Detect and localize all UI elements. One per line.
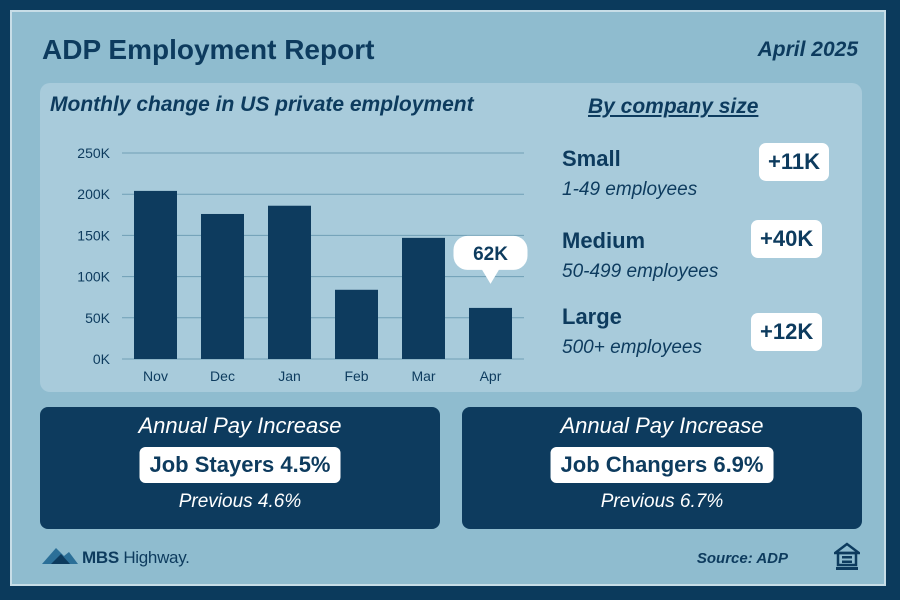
company-size-title: By company size [588,95,759,118]
source-note: Source: ADP [696,550,788,567]
x-tick-label: Feb [344,368,368,384]
y-tick-label: 50K [85,310,111,326]
page-title: ADP Employment Report [42,34,375,65]
pay-changers-previous: Previous 6.7% [600,491,724,512]
pay-changers-value: Job Changers 6.9% [550,447,774,483]
bar-nov [134,190,177,359]
size-large-badge: +12K [751,313,823,351]
y-tick-label: 250K [77,145,110,161]
pay-stayers-label: Annual Pay Increase [138,413,342,438]
pay-stayers-value: Job Stayers 4.5% [139,447,341,483]
pay-changers-label: Annual Pay Increase [560,413,764,438]
bar-apr [469,307,512,359]
size-medium-name: Medium [562,228,646,253]
pay-box-stayers: Annual Pay Increase Job Stayers 4.5% Pre… [40,407,440,529]
logo-brand: MBS [82,548,119,567]
bar-feb [335,289,378,359]
bar-mar [402,237,445,359]
x-tick-label: Mar [411,368,435,384]
y-tick-label: 200K [77,186,110,202]
chart-panel: 0K 50K 100K 150K 200K 250K Nov Dec Jan Feb Mar Apr 6… [40,83,862,392]
mbs-logo-icon [42,548,78,564]
y-tick-label: 150K [77,227,110,243]
logo-rest: Highway. [118,548,190,567]
size-small-badge: +11K [759,143,829,181]
size-medium-badge: +40K [751,220,823,258]
size-small-name: Small [562,146,621,171]
size-large-desc: 500+ employees [562,337,702,358]
y-tick-label: 0K [93,351,111,367]
bar-dec [201,213,244,359]
bar-jan [268,205,311,359]
x-tick-label: Dec [210,368,235,384]
report-date: April 2025 [757,38,858,61]
annotation-pointer [481,268,500,284]
x-tick-label: Apr [480,368,502,384]
pay-box-changers: Annual Pay Increase Job Changers 6.9% Pr… [462,407,862,529]
infographic-frame: ADP Employment Report April 2025 0K 50K 10… [10,10,886,586]
annotation-bubble [453,235,528,270]
bar-chart: 0K 50K 100K 150K 200K 250K Nov Dec Jan Feb Mar Apr 6… [77,145,528,384]
chart-title: Monthly change in US private employment [50,93,474,116]
size-small-desc: 1-49 employees [562,179,698,200]
x-tick-label: Nov [143,368,168,384]
equal-housing-icon [834,542,860,570]
size-large-name: Large [562,304,622,329]
pay-stayers-previous: Previous 4.6% [178,491,302,512]
y-tick-label: 100K [77,269,110,285]
size-medium-desc: 50-499 employees [562,261,719,282]
annotation-label: 62K [473,244,508,265]
x-tick-label: Jan [278,368,301,384]
mbs-logo-text: MBS Highway. [82,548,190,568]
